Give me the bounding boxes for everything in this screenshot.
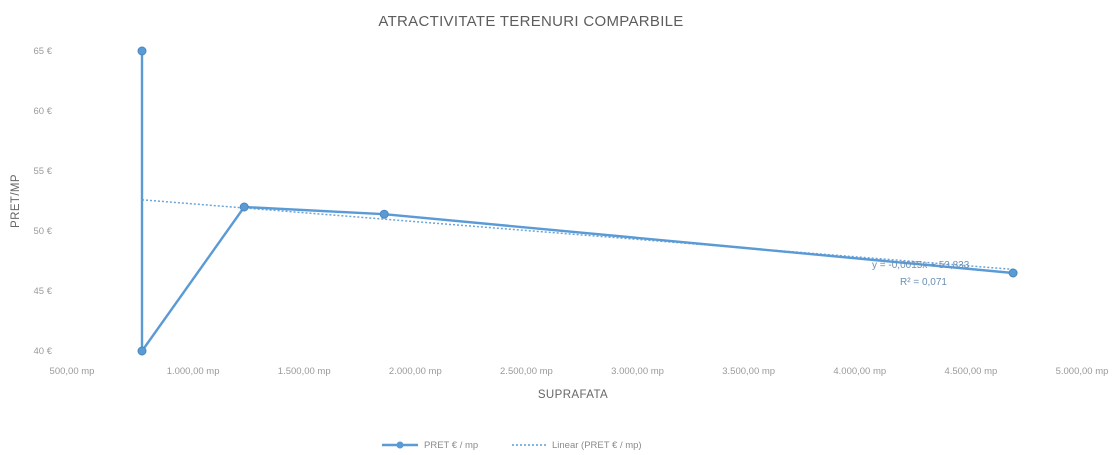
series-line [140, 49, 1015, 353]
y-tick-label: 55 € [34, 166, 53, 177]
data-point [379, 209, 389, 219]
data-point [1008, 268, 1018, 278]
x-tick-label: 4.500,00 mp [944, 366, 997, 377]
trendline-r-squared: R² = 0,071 [900, 277, 947, 288]
legend-series-label: PRET € / mp [424, 440, 478, 451]
legend-trendline-label: Linear (PRET € / mp) [552, 440, 642, 451]
y-tick-label: 60 € [34, 106, 53, 117]
chart-title: ATRACTIVITATE TERENURI COMPARBILE [378, 13, 683, 30]
trendline-equation-text: y = -0,0015x + 53,833 [872, 260, 970, 271]
data-point [137, 46, 147, 56]
legend: PRET € / mp Linear (PRET € / mp) [382, 440, 642, 451]
y-tick-label: 50 € [34, 226, 53, 237]
data-point [239, 202, 249, 212]
x-tick-label: 2.000,00 mp [389, 366, 442, 377]
x-tick-label: 500,00 mp [50, 366, 95, 377]
x-tick-label: 3.500,00 mp [722, 366, 775, 377]
x-tick-label: 2.500,00 mp [500, 366, 553, 377]
x-tick-label: 1.500,00 mp [278, 366, 331, 377]
y-tick-label: 45 € [34, 286, 53, 297]
legend-series-marker [396, 441, 404, 449]
trendline-equation: y = -0,0015x + 53,833 R² = 0,071 [872, 260, 970, 288]
x-tick-label: 5.000,00 mp [1056, 366, 1109, 377]
y-axis-ticks: 40 € 45 € 50 € 55 € 60 € 65 € [34, 46, 53, 357]
x-tick-label: 1.000,00 mp [167, 366, 220, 377]
x-tick-label: 3.000,00 mp [611, 366, 664, 377]
x-axis-ticks: 500,00 mp 1.000,00 mp 1.500,00 mp 2.000,00 … [50, 366, 1109, 377]
y-tick-label: 40 € [34, 346, 53, 357]
trendline [141, 199, 1014, 271]
x-tick-label: 4.000,00 mp [833, 366, 886, 377]
plot-area [137, 46, 1018, 356]
y-axis-title: PRET/MP [10, 174, 22, 228]
x-axis-title: SUPRAFATA [538, 389, 608, 401]
y-tick-label: 65 € [34, 46, 53, 57]
data-point [137, 346, 147, 356]
